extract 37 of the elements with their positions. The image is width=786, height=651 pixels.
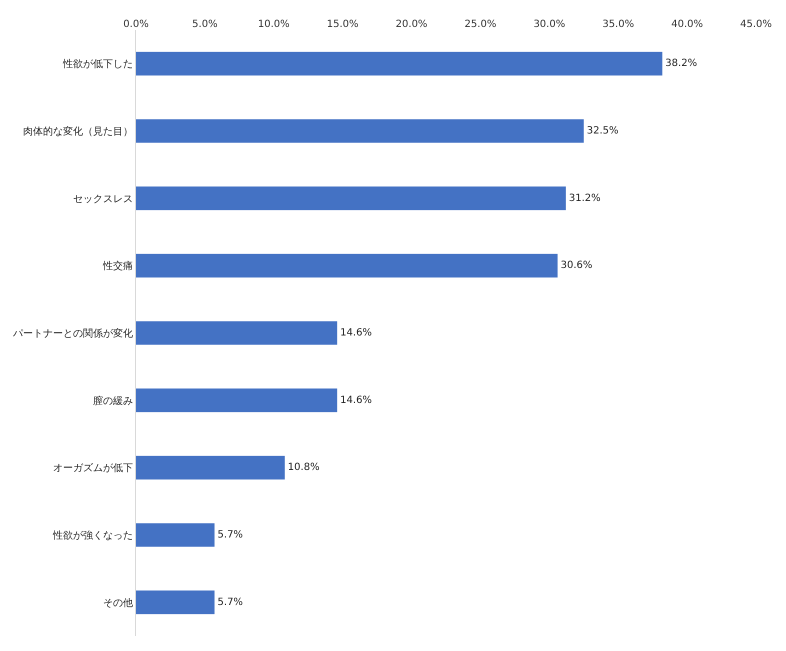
y-tick-label: セックスレス [73, 194, 133, 205]
y-tick-label: その他 [103, 596, 133, 609]
data-label: 5.7% [218, 596, 243, 608]
data-label: 31.2% [568, 192, 601, 204]
x-tick-label: 10.0% [258, 19, 290, 30]
y-tick-label: オーガズムが低下 [53, 462, 133, 474]
x-tick-label: 0.0% [123, 19, 149, 30]
data-label: 5.7% [218, 530, 243, 540]
y-tick-label: 膣の緩み [93, 394, 133, 407]
y-tick-label: パートナーとの関係が変化 [12, 328, 133, 340]
data-label: 14.6% [340, 394, 372, 406]
bar [136, 119, 584, 143]
bar [136, 388, 338, 412]
x-tick-label: 5.0% [192, 19, 218, 30]
data-label: 30.6% [560, 260, 592, 272]
y-tick-label: 性欲が低下した [62, 58, 133, 70]
y-tick-label: 性交痛 [102, 260, 133, 272]
bar [136, 590, 215, 614]
y-tick-label: 肉体的な変化（見た目） [23, 126, 133, 138]
y-tick-label: 性欲が強くなった [52, 530, 133, 542]
bar [136, 186, 566, 210]
data-label: 10.8% [288, 462, 320, 474]
bar [136, 52, 662, 76]
x-tick-label: 15.0% [326, 19, 359, 30]
bar [136, 254, 558, 278]
bar [136, 523, 215, 547]
x-tick-label: 25.0% [464, 19, 496, 30]
x-tick-label: 35.0% [602, 19, 634, 30]
bar [136, 321, 338, 345]
bar [136, 456, 285, 480]
x-tick-label: 40.0% [671, 19, 703, 30]
x-tick-label: 45.0% [740, 19, 772, 30]
x-tick-label: 30.0% [533, 19, 566, 30]
data-label: 14.6% [340, 328, 372, 338]
x-tick-label: 20.0% [396, 19, 428, 30]
data-label: 32.5% [586, 126, 619, 136]
data-label: 38.2% [665, 58, 698, 70]
